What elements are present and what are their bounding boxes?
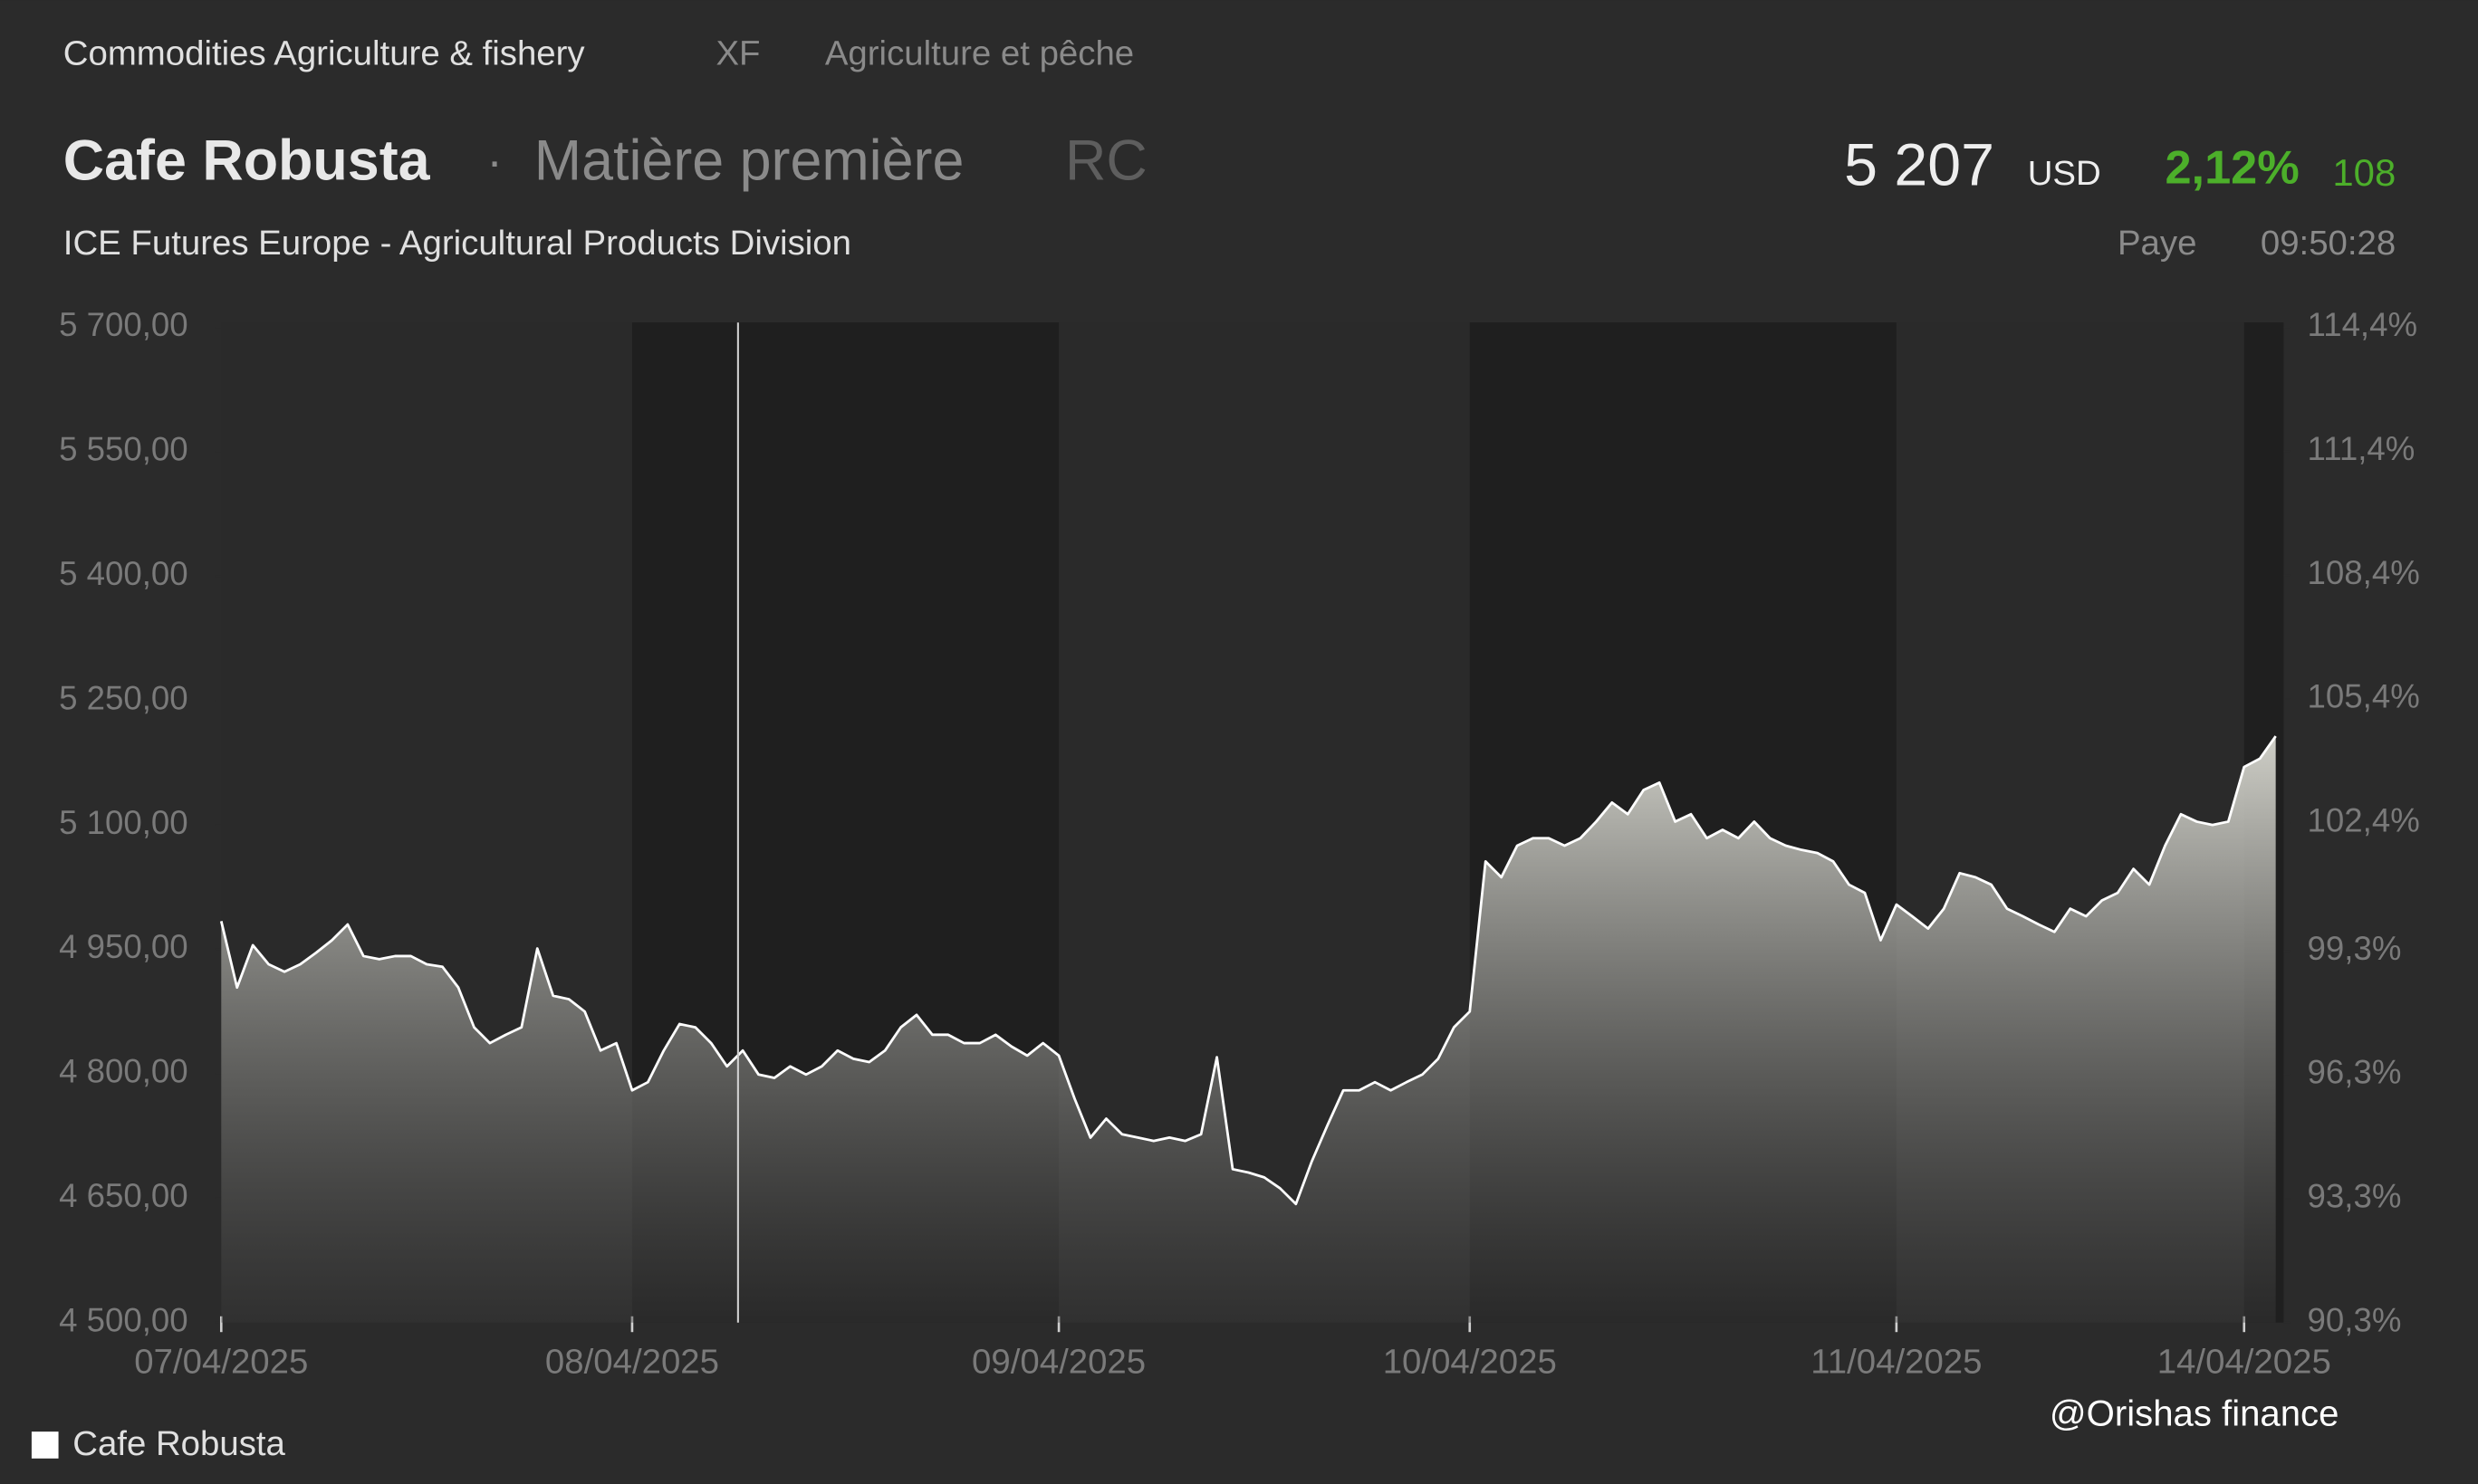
instrument-name: Cafe Robusta (63, 129, 431, 192)
country: Paye (2118, 224, 2196, 263)
y2-tick-label: 108,4% (2308, 554, 2420, 591)
y-tick-label: 5 400,00 (59, 555, 188, 592)
x-tick-label: 07/04/2025 (134, 1342, 308, 1381)
symbol: RC (1065, 129, 1148, 192)
x-tick-label: 08/04/2025 (545, 1342, 719, 1381)
y2-tick-label: 93,3% (2308, 1178, 2402, 1215)
category-fr: Agriculture et pêche (825, 34, 1134, 72)
time: 09:50:28 (2261, 224, 2396, 263)
y-tick-label: 5 550,00 (59, 431, 188, 468)
legend-label: Cafe Robusta (72, 1424, 285, 1463)
y-tick-label: 5 700,00 (59, 306, 188, 343)
y-tick-label: 4 650,00 (59, 1177, 188, 1214)
category: Commodities Agriculture & fishery (63, 34, 586, 72)
x-tick-label: 14/04/2025 (2157, 1342, 2331, 1381)
x-tick-label: 10/04/2025 (1383, 1342, 1557, 1381)
price: 5 207 (1844, 131, 1994, 198)
x-tick-label: 09/04/2025 (972, 1342, 1146, 1381)
currency: USD (2028, 154, 2101, 193)
y2-tick-label: 114,4% (2308, 306, 2418, 343)
legend-swatch (31, 1431, 59, 1459)
y2-tick-label: 111,4% (2308, 430, 2416, 467)
y-tick-label: 5 250,00 (59, 679, 188, 716)
y-tick-label: 4 800,00 (59, 1053, 188, 1090)
watermark: @Orishas finance (2050, 1393, 2339, 1433)
y2-tick-label: 105,4% (2308, 678, 2420, 715)
y2-tick-label: 90,3% (2308, 1301, 2402, 1338)
instrument-kind: Matière première (534, 129, 965, 192)
x-tick-label: 11/04/2025 (1810, 1342, 1982, 1381)
y-tick-label: 4 500,00 (59, 1301, 188, 1338)
separator: · (486, 136, 502, 188)
change-pct: 2,12% (2165, 142, 2299, 195)
code: XF (716, 34, 760, 72)
change: 108 (2332, 151, 2396, 194)
y-tick-label: 5 100,00 (59, 804, 188, 841)
y2-tick-label: 102,4% (2308, 801, 2420, 838)
y2-tick-label: 96,3% (2308, 1054, 2402, 1091)
line (219, 735, 2277, 1206)
exchange: ICE Futures Europe - Agricultural Produc… (63, 224, 851, 263)
y2-tick-label: 99,3% (2308, 930, 2402, 967)
area (221, 736, 2276, 1323)
y-tick-label: 4 950,00 (59, 928, 188, 965)
